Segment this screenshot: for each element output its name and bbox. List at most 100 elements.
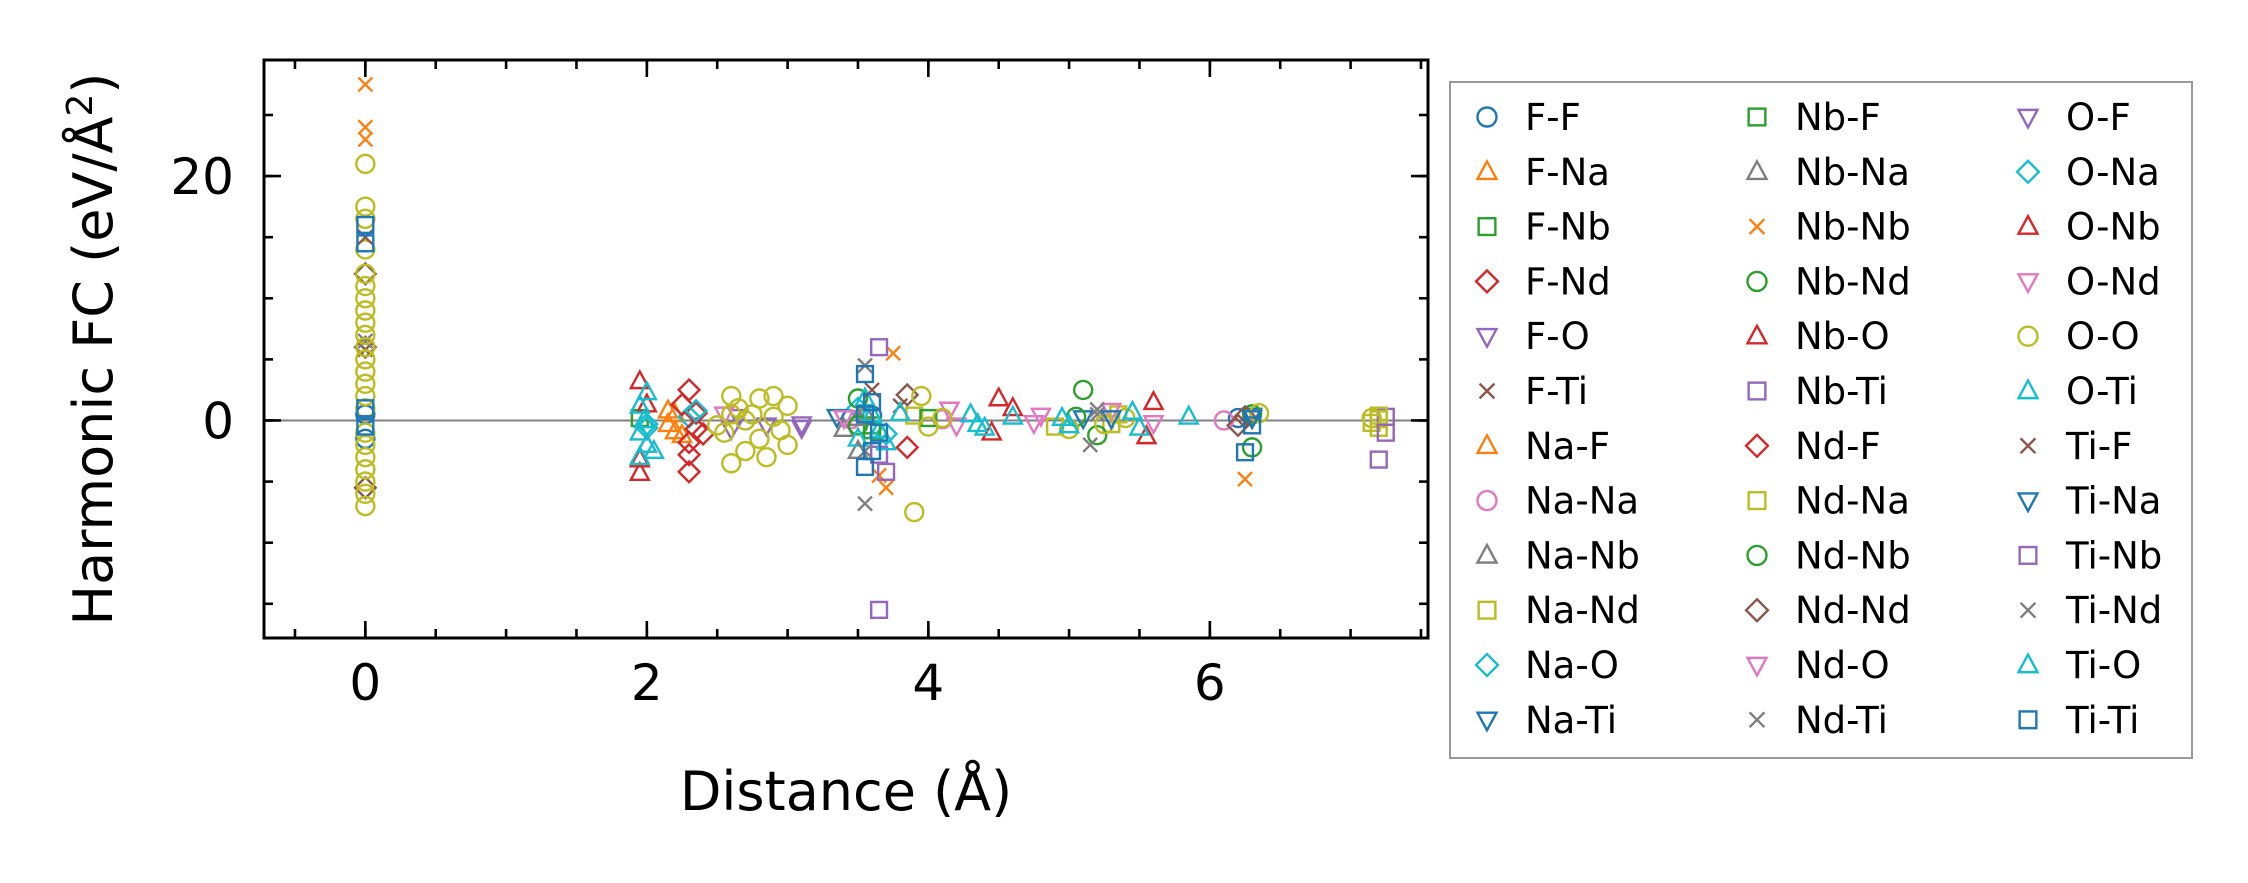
data-point-o-o	[355, 434, 376, 456]
data-point-ti-ti	[1235, 443, 1255, 462]
legend-marker	[2016, 492, 2040, 514]
legend-marker	[2016, 213, 2040, 235]
data-point-o-o	[355, 196, 376, 217]
x-tick-label: 6	[1194, 654, 1226, 712]
data-point-ti-ti	[862, 441, 882, 461]
data-point-nd-o	[938, 401, 961, 422]
legend-label: Nd-Ti	[1795, 699, 1888, 742]
data-point-nb-nb	[878, 479, 894, 496]
data-point-o-nd	[1022, 414, 1045, 436]
legend-marker	[1746, 270, 1768, 293]
x-axis-label: Distance (Å)	[680, 759, 1012, 823]
legend-label: Na-Ti	[1525, 699, 1617, 742]
legend-label: Na-O	[1525, 644, 1619, 687]
data-point-f-nd	[684, 401, 709, 426]
legend-label: O-F	[2066, 96, 2131, 139]
legend-marker	[2016, 273, 2040, 295]
y-axis-label: Harmonic FC (eV/Å2)	[60, 73, 125, 626]
data-point-ti-ti	[1242, 416, 1262, 435]
data-point-o-o	[355, 495, 376, 517]
legend-marker	[1745, 656, 1769, 678]
legend-marker	[1744, 433, 1770, 459]
legend-label: Nd-Nb	[1795, 534, 1911, 577]
legend-marker	[1477, 600, 1497, 620]
legend-label: O-Nd	[2066, 260, 2161, 303]
legend-marker	[1747, 381, 1767, 401]
x-tick-label: 2	[631, 654, 663, 712]
legend-box	[1449, 81, 2193, 759]
legend-marker	[2016, 108, 2040, 130]
data-point-o-o	[355, 153, 376, 175]
data-point-ti-na	[1100, 410, 1123, 431]
data-point-o-o	[763, 385, 784, 407]
data-point-f-nd	[677, 459, 702, 484]
legend-label: Ti-Nb	[2065, 534, 2162, 577]
legend-marker	[2018, 710, 2038, 730]
data-point-o-ti	[1177, 404, 1200, 425]
data-point-o-o	[355, 208, 376, 230]
legend-label: F-Na	[1525, 151, 1610, 194]
data-point-o-ti	[1001, 404, 1024, 425]
legend-label: Na-Nb	[1525, 534, 1640, 577]
legend-marker	[1476, 489, 1498, 512]
legend-label: Nb-Ti	[1795, 370, 1888, 413]
legend-marker	[1747, 107, 1767, 127]
data-point-o-o	[777, 434, 798, 456]
data-point-f-na	[656, 411, 679, 433]
data-point-ti-o	[635, 379, 658, 401]
data-point-nb-o	[1142, 389, 1165, 411]
legend-label: Ti-Na	[2065, 480, 2161, 523]
data-point-o-o	[904, 501, 925, 523]
data-point-nb-nb	[357, 119, 374, 136]
data-point-nb-nd	[1087, 424, 1108, 446]
data-point-o-ti	[973, 415, 996, 436]
y-tick-label: 0	[202, 392, 234, 450]
legend-marker	[1745, 158, 1769, 181]
legend-marker	[2016, 652, 2040, 674]
data-point-nd-nd	[353, 261, 378, 286]
data-point-o-f	[790, 416, 813, 437]
legend-label: F-Ti	[1525, 370, 1588, 413]
legend-label: O-Ti	[2066, 370, 2138, 413]
data-point-nd-ti	[1082, 437, 1099, 453]
legend-marker	[1748, 711, 1766, 729]
data-point-na-f	[663, 419, 687, 440]
legend-label: Nb-O	[1795, 315, 1890, 358]
data-point-o-o	[777, 395, 798, 417]
legend-label: Na-Na	[1525, 480, 1639, 523]
data-point-o-o	[756, 446, 777, 468]
legend-marker	[2019, 437, 2037, 455]
data-point-o-o	[355, 349, 376, 370]
data-point-o-ti	[628, 444, 651, 466]
data-point-nb-ti	[1369, 450, 1388, 469]
data-point-o-o	[355, 336, 376, 358]
data-point-o-o	[749, 428, 770, 450]
legend-label: Nd-Nd	[1795, 589, 1911, 632]
legend-label: F-Nd	[1525, 260, 1611, 303]
legend-label: Na-Nd	[1525, 589, 1640, 632]
legend-label: F-O	[1525, 315, 1590, 358]
data-point-o-o	[355, 288, 376, 309]
legend-marker	[1475, 542, 1499, 564]
data-point-nd-f	[684, 416, 709, 442]
legend-marker	[2017, 325, 2039, 347]
legend-label: Ti-Nd	[2065, 589, 2162, 632]
data-point-nd-o	[832, 410, 855, 431]
data-point-nd-ti	[1089, 406, 1106, 423]
data-point-ti-ti	[356, 417, 375, 436]
legend-label: Nb-F	[1795, 96, 1881, 139]
data-point-o-o	[355, 446, 376, 468]
data-point-f-o	[790, 419, 813, 441]
data-point-o-o	[355, 263, 376, 285]
data-point-o-o	[355, 385, 376, 407]
legend-label: Na-F	[1525, 425, 1610, 468]
data-point-nb-ti	[869, 600, 889, 620]
legend-label: Nb-Nb	[1795, 206, 1911, 249]
legend-label: O-Nb	[2066, 206, 2161, 249]
data-point-ti-ti	[855, 364, 875, 384]
plot-frame	[262, 58, 1430, 640]
data-point-nb-nb	[357, 131, 374, 148]
data-point-o-o	[932, 407, 953, 429]
data-point-ti-ti	[869, 423, 889, 442]
